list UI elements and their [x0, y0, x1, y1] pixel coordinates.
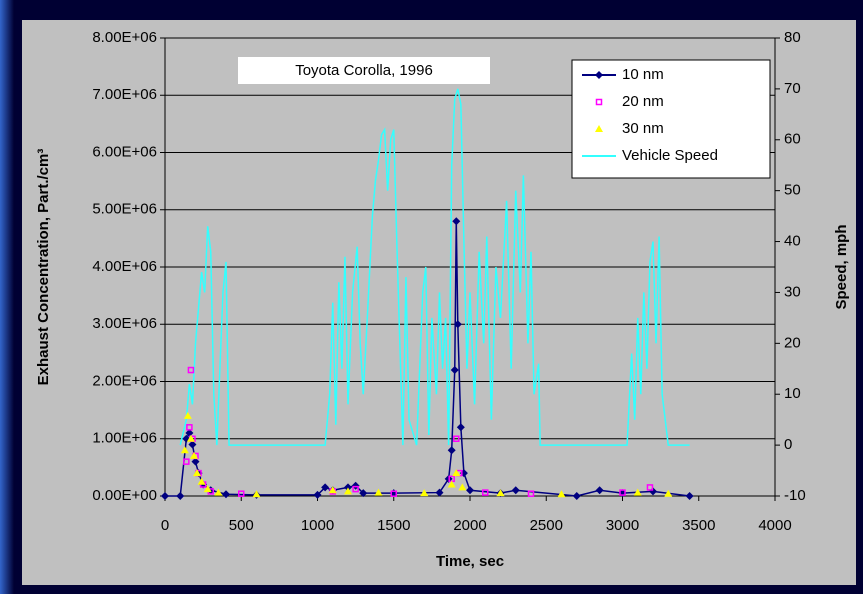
y2-tick-label: 70: [784, 80, 801, 97]
data-point: [456, 423, 465, 432]
data-point: [664, 489, 673, 497]
x-axis-title: Time, sec: [436, 553, 504, 570]
y2-tick-label: 10: [784, 385, 801, 402]
data-point: [447, 446, 456, 455]
data-point: [527, 490, 535, 497]
plot: [160, 37, 780, 501]
data-point: [188, 440, 197, 449]
data-point: [191, 457, 200, 466]
x-tick-label: 4000: [758, 517, 791, 534]
y2-tick-label: 80: [784, 29, 801, 46]
legend-marker: [595, 98, 603, 106]
y2-tick-label: 40: [784, 233, 801, 250]
data-point: [595, 486, 604, 495]
y-tick-label: 3.00E+06: [92, 315, 157, 332]
data-point: [222, 490, 230, 499]
data-point: [187, 366, 195, 374]
data-point: [185, 429, 194, 438]
data-point: [633, 488, 642, 496]
data-point: [252, 490, 261, 498]
data-point: [390, 490, 397, 497]
y2-tick-label: 0: [784, 436, 792, 453]
x-tick-label: 1500: [377, 517, 410, 534]
x-tick-label: 2500: [530, 517, 563, 534]
legend-label: Vehicle Speed: [622, 147, 718, 164]
chart-title: Toyota Corolla, 1996: [295, 62, 433, 79]
data-point: [197, 477, 206, 485]
legend-label: 10 nm: [622, 66, 664, 83]
legend-marker: [595, 71, 603, 79]
y2-tick-label: 50: [784, 182, 801, 199]
series-line: [179, 88, 690, 446]
data-point: [161, 492, 169, 500]
data-point: [328, 486, 337, 494]
data-point: [511, 486, 520, 495]
data-point: [193, 469, 202, 477]
y2-axis-title: Speed, mph: [833, 224, 850, 309]
legend-label: 20 nm: [622, 93, 664, 110]
data-point: [572, 492, 581, 500]
y-tick-label: 8.00E+06: [92, 29, 157, 46]
data-point: [458, 483, 467, 491]
data-point: [447, 480, 456, 488]
data-point: [466, 486, 474, 495]
y-tick-label: 4.00E+06: [92, 258, 157, 275]
data-point: [321, 483, 330, 492]
x-tick-label: 500: [229, 517, 254, 534]
y2-tick-label: 20: [784, 334, 801, 351]
data-point: [313, 490, 322, 499]
x-tick-label: 3000: [606, 517, 639, 534]
y-tick-label: 5.00E+06: [92, 201, 157, 218]
data-point: [183, 458, 190, 465]
y-tick-label: 0.00E+00: [92, 487, 157, 504]
y2-tick-label: -10: [784, 487, 806, 504]
data-point: [452, 217, 461, 226]
data-point: [180, 446, 189, 454]
data-point: [176, 492, 185, 500]
data-point: [186, 434, 195, 442]
data-point: [374, 488, 383, 496]
data-point: [238, 490, 245, 497]
data-point: [482, 489, 489, 496]
y-tick-label: 7.00E+06: [92, 86, 157, 103]
data-point: [189, 451, 198, 459]
data-point: [685, 492, 694, 500]
y-tick-label: 2.00E+06: [92, 372, 157, 389]
legend-box: [571, 59, 771, 179]
data-point: [344, 487, 352, 495]
y2-tick-label: 60: [784, 131, 801, 148]
data-point: [646, 484, 654, 491]
data-point: [352, 485, 359, 493]
data-point: [435, 488, 444, 497]
data-point: [203, 485, 212, 493]
x-tick-label: 3500: [682, 517, 715, 534]
y-tick-label: 6.00E+06: [92, 143, 157, 160]
y-axis-title: Exhaust Concentration, Part./cm³: [35, 149, 52, 386]
y-tick-label: 1.00E+06: [92, 430, 157, 447]
legend-label: 30 nm: [622, 120, 664, 137]
data-point: [452, 469, 461, 477]
edge: [0, 0, 14, 594]
data-point: [557, 490, 566, 498]
x-tick-label: 0: [161, 517, 169, 534]
data-point: [450, 366, 459, 375]
data-point: [619, 489, 626, 496]
x-tick-label: 1000: [301, 517, 334, 534]
y2-tick-label: 30: [784, 283, 801, 300]
data-point: [453, 435, 460, 442]
data-point: [344, 483, 352, 492]
legend-marker: [595, 125, 603, 132]
data-point: [186, 424, 193, 431]
data-point: [496, 489, 505, 497]
data-point: [359, 489, 368, 498]
data-point: [214, 488, 223, 496]
title-box: [238, 57, 490, 84]
data-point: [183, 411, 192, 419]
data-point: [420, 489, 429, 497]
data-point: [453, 320, 462, 329]
x-tick-label: 2000: [453, 517, 486, 534]
